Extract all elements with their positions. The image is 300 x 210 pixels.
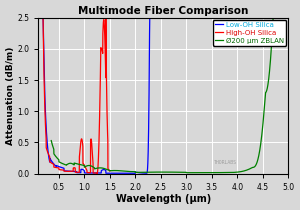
Low-OH Silica (159, 16, 163, 19)
X-axis label: Wavelength (μm): Wavelength (μm) (116, 194, 211, 205)
Legend: Low-OH Silica, High-OH Silica, Ø200 μm ZBLAN: Low-OH Silica, High-OH Silica, Ø200 μm Z… (213, 20, 286, 46)
Ø200 μm ZBLAN (162, 171, 166, 173)
Ø200 μm ZBLAN (222, 171, 225, 174)
Line: Low-OH Silica: Low-OH Silica (43, 18, 161, 173)
Line: Ø200 μm ZBLAN: Ø200 μm ZBLAN (51, 18, 288, 173)
High-OH Silica (49, 161, 52, 164)
Text: THORLABS: THORLABS (213, 160, 236, 165)
High-OH Silica (100, 50, 104, 52)
Low-OH Silica (155, 16, 159, 19)
High-OH Silica (52, 166, 56, 168)
Ø200 μm ZBLAN (149, 171, 153, 173)
Low-OH Silica (127, 172, 130, 175)
Ø200 μm ZBLAN (151, 171, 154, 173)
Line: High-OH Silica: High-OH Silica (43, 18, 110, 173)
High-OH Silica (41, 16, 44, 19)
Low-OH Silica (145, 172, 148, 175)
Low-OH Silica (97, 172, 101, 174)
Low-OH Silica (150, 16, 153, 19)
Ø200 μm ZBLAN (184, 171, 188, 174)
Low-OH Silica (41, 16, 44, 19)
High-OH Silica (70, 170, 74, 173)
High-OH Silica (108, 169, 111, 172)
Ø200 μm ZBLAN (279, 16, 283, 19)
Title: Multimode Fiber Comparison: Multimode Fiber Comparison (78, 5, 249, 16)
Ø200 μm ZBLAN (286, 16, 290, 19)
Low-OH Silica (92, 172, 95, 174)
Ø200 μm ZBLAN (268, 72, 271, 74)
Y-axis label: Attenuation (dB/m): Attenuation (dB/m) (6, 46, 15, 145)
Ø200 μm ZBLAN (50, 139, 53, 142)
Low-OH Silica (91, 172, 94, 174)
High-OH Silica (67, 170, 70, 173)
Ø200 μm ZBLAN (271, 16, 275, 19)
